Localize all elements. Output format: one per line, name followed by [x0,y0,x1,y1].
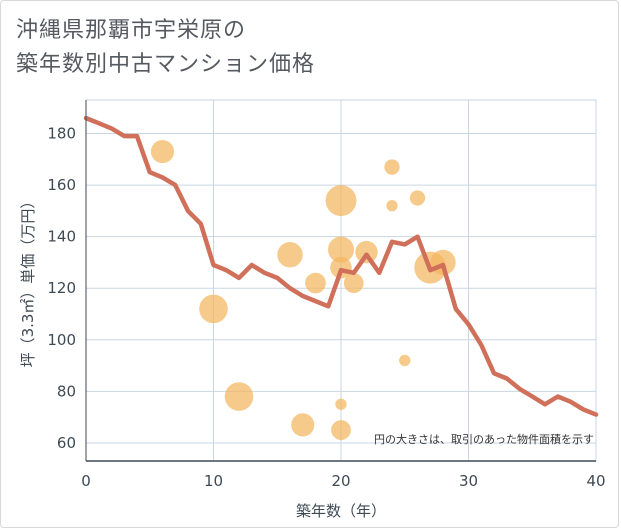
bubble-point [331,420,351,440]
y-tick-label: 160 [47,176,76,194]
chart-title-line-1: 沖縄県那覇市宇栄原の [16,18,247,43]
bubble-point [150,139,175,164]
y-tick-label: 120 [47,279,76,297]
price-line-series [83,115,599,417]
bubble-size-note: 円の大きさは、取引のあった物件面積を示す [374,432,594,446]
bubble-point [386,200,398,212]
x-tick-label: 20 [331,472,350,490]
bubble-point [409,190,426,206]
bubble-point [399,354,411,367]
x-tick-label: 40 [586,472,605,490]
y-tick-label: 180 [47,125,76,143]
bubble-point [291,413,315,437]
chart-title-line-2: 築年数別中古マンション価格 [16,52,316,77]
bubble-point [384,159,400,175]
price-line [83,115,599,417]
axes: 0 10 20 30 40 60 80 100 120 140 160 180 [47,100,606,490]
bubble-point [327,236,355,263]
bubble-point [355,240,378,264]
bubble-point [335,398,347,410]
y-axis-label: 坪（3.3㎡）単価（万円） [19,194,37,368]
y-tick-label: 100 [47,331,76,349]
x-axis-label: 築年数（年） [296,502,386,520]
bubble-point [277,242,303,268]
y-tick-label: 60 [57,434,76,452]
bubble-point [224,382,254,411]
x-tick-label: 0 [81,472,91,490]
x-tick-label: 10 [204,472,223,490]
bubble-point [199,294,228,324]
chart-title: 沖縄県那覇市宇栄原の 築年数別中古マンション価格 [16,14,606,82]
bubble-point [343,273,364,293]
bubble-point [325,185,357,217]
x-tick-label: 30 [459,472,478,490]
bubble-series [150,139,456,440]
bubble-point [305,272,326,294]
y-tick-label: 80 [57,382,76,400]
y-tick-label: 140 [47,228,76,246]
